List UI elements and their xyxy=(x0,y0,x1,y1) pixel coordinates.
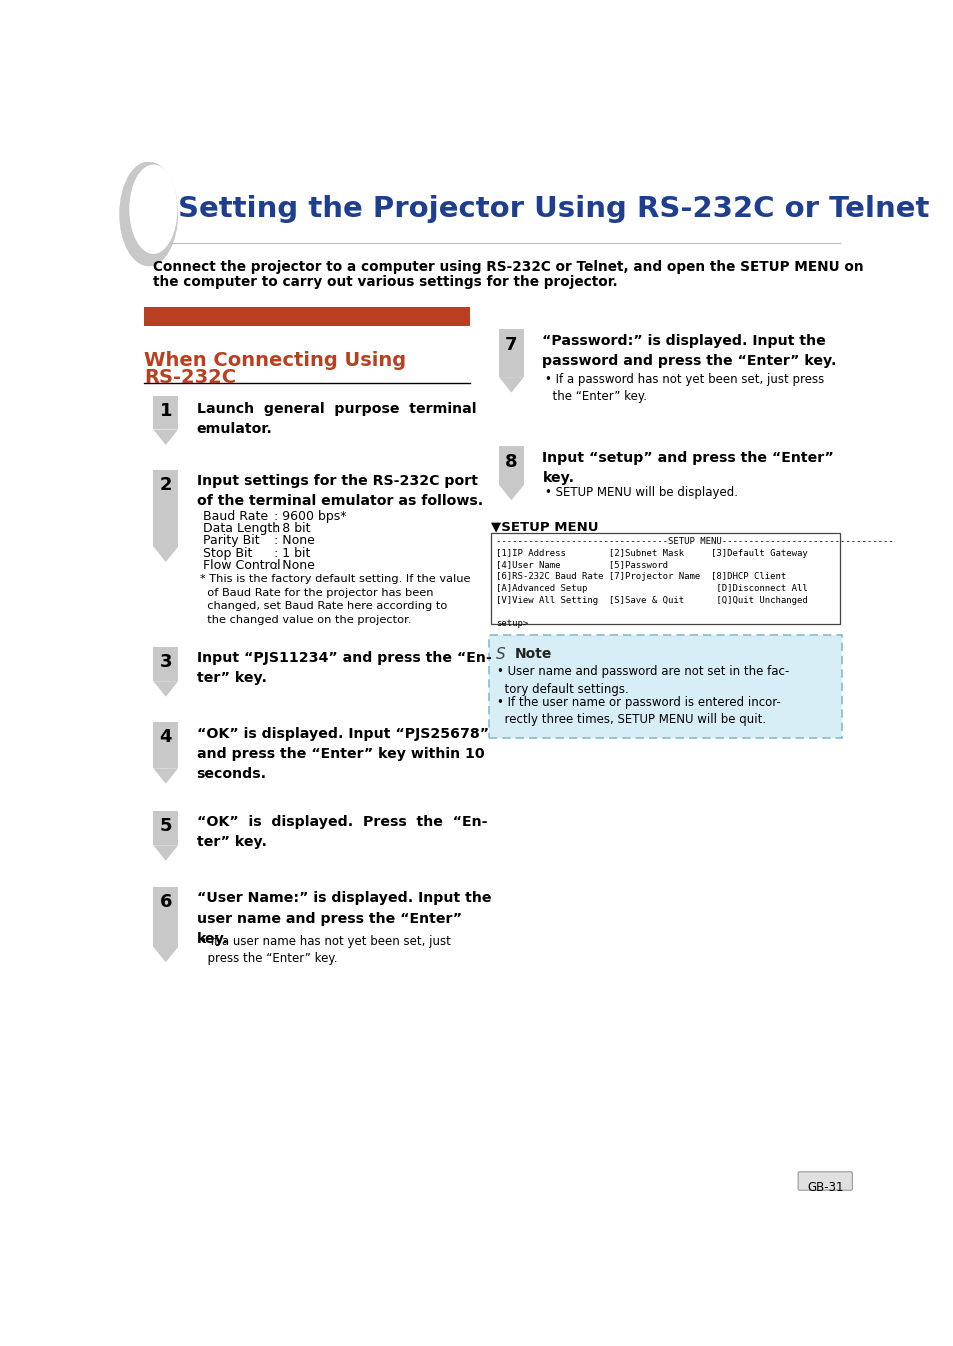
Ellipse shape xyxy=(119,162,178,267)
Text: --------------------------------SETUP MENU--------------------------------
[1]IP: --------------------------------SETUP ME… xyxy=(496,537,893,627)
Text: • SETUP MENU will be displayed.: • SETUP MENU will be displayed. xyxy=(545,486,738,499)
Text: Input settings for the RS-232C port
of the terminal emulator as follows.: Input settings for the RS-232C port of t… xyxy=(196,474,482,509)
Text: “User Name:” is displayed. Input the
user name and press the “Enter”
key.: “User Name:” is displayed. Input the use… xyxy=(196,891,491,946)
Text: the computer to carry out various settings for the projector.: the computer to carry out various settin… xyxy=(153,276,618,289)
Text: Setting the Projector Using RS-232C or Telnet: Setting the Projector Using RS-232C or T… xyxy=(178,195,928,223)
Text: : 1 bit: : 1 bit xyxy=(274,546,311,560)
FancyBboxPatch shape xyxy=(798,1172,852,1190)
Ellipse shape xyxy=(130,164,177,254)
Text: “OK”  is  displayed.  Press  the  “En-
ter” key.: “OK” is displayed. Press the “En- ter” k… xyxy=(196,816,487,849)
Polygon shape xyxy=(153,769,178,783)
Text: Flow Control: Flow Control xyxy=(203,559,280,572)
Polygon shape xyxy=(498,377,523,393)
Text: Connect the projector to a computer using RS-232C or Telnet, and open the SETUP : Connect the projector to a computer usin… xyxy=(153,260,863,275)
Text: Stop Bit: Stop Bit xyxy=(203,546,252,560)
Text: Input “PJS11234” and press the “En-
ter” key.: Input “PJS11234” and press the “En- ter”… xyxy=(196,651,491,685)
Text: Baud Rate: Baud Rate xyxy=(203,510,268,522)
Text: RS-232C: RS-232C xyxy=(144,367,236,386)
FancyBboxPatch shape xyxy=(153,887,178,948)
FancyBboxPatch shape xyxy=(153,721,178,769)
Text: Data Length: Data Length xyxy=(203,522,280,534)
Text: Launch  general  purpose  terminal
emulator.: Launch general purpose terminal emulator… xyxy=(196,401,476,436)
Text: : None: : None xyxy=(274,534,314,548)
Text: • User name and password are not set in the fac-
  tory default settings.: • User name and password are not set in … xyxy=(497,665,789,696)
FancyBboxPatch shape xyxy=(498,447,523,485)
Text: 4: 4 xyxy=(159,728,172,747)
Text: • If a password has not yet been set, just press
  the “Enter” key.: • If a password has not yet been set, ju… xyxy=(545,373,824,402)
FancyBboxPatch shape xyxy=(144,307,469,326)
Text: Parity Bit: Parity Bit xyxy=(203,534,259,548)
FancyBboxPatch shape xyxy=(488,635,841,738)
FancyBboxPatch shape xyxy=(153,470,178,546)
Polygon shape xyxy=(153,681,178,697)
Text: GB-31: GB-31 xyxy=(806,1180,842,1194)
Text: “OK” is displayed. Input “PJS25678”
and press the “Enter” key within 10
seconds.: “OK” is displayed. Input “PJS25678” and … xyxy=(196,727,488,781)
FancyBboxPatch shape xyxy=(491,533,840,623)
FancyBboxPatch shape xyxy=(153,396,178,429)
Text: Note: Note xyxy=(514,646,551,661)
Text: : None: : None xyxy=(274,559,314,572)
Text: When Connecting Using: When Connecting Using xyxy=(144,351,406,370)
Text: ▼SETUP MENU: ▼SETUP MENU xyxy=(491,521,598,533)
Text: 3: 3 xyxy=(159,653,172,672)
Polygon shape xyxy=(153,948,178,962)
FancyBboxPatch shape xyxy=(153,646,178,681)
FancyBboxPatch shape xyxy=(153,810,178,845)
Text: : 8 bit: : 8 bit xyxy=(274,522,311,534)
Polygon shape xyxy=(153,429,178,446)
Text: * This is the factory default setting. If the value
  of Baud Rate for the proje: * This is the factory default setting. I… xyxy=(199,575,470,625)
Polygon shape xyxy=(153,845,178,860)
Text: 8: 8 xyxy=(504,452,517,471)
Text: “Password:” is displayed. Input the
password and press the “Enter” key.: “Password:” is displayed. Input the pass… xyxy=(542,334,836,367)
Polygon shape xyxy=(153,546,178,561)
Text: : 9600 bps*: : 9600 bps* xyxy=(274,510,346,522)
Text: S: S xyxy=(496,646,505,662)
Text: • If a user name has not yet been set, just
  press the “Enter” key.: • If a user name has not yet been set, j… xyxy=(199,934,450,965)
Text: 2: 2 xyxy=(159,476,172,494)
Text: • If the user name or password is entered incor-
  rectly three times, SETUP MEN: • If the user name or password is entere… xyxy=(497,696,781,727)
Polygon shape xyxy=(498,485,523,501)
Text: 7: 7 xyxy=(505,335,517,354)
FancyBboxPatch shape xyxy=(498,330,523,377)
Text: 5: 5 xyxy=(159,817,172,835)
Text: 1: 1 xyxy=(159,402,172,420)
Text: 6: 6 xyxy=(159,894,172,911)
Text: Input “setup” and press the “Enter”
key.: Input “setup” and press the “Enter” key. xyxy=(542,451,834,485)
